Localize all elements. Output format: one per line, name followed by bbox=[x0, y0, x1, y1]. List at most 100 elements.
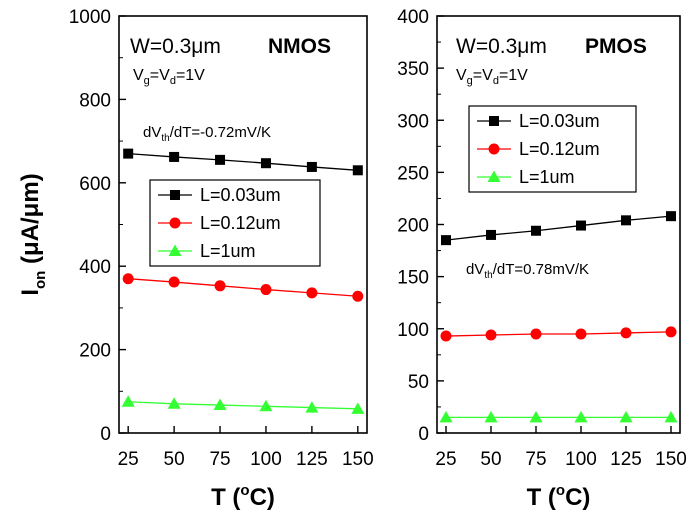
x-tick-label: 150 bbox=[655, 449, 687, 470]
x-tick-label: 125 bbox=[296, 449, 328, 470]
data-point bbox=[530, 328, 542, 340]
y-tick-label: 200 bbox=[79, 341, 111, 362]
chart-nmos: 0 200 400 600 800 1000 25 50 75 100 125 150 T (oC) Io… bbox=[17, 7, 374, 511]
data-point bbox=[621, 215, 631, 226]
series-line bbox=[445, 331, 672, 337]
x-axis-title: T (oC) bbox=[211, 482, 275, 511]
legend-label: L=0.03um bbox=[519, 111, 600, 131]
data-point bbox=[439, 410, 453, 423]
x-tick-label: 25 bbox=[118, 449, 139, 470]
x-axis-title-unit: C) bbox=[565, 484, 590, 511]
slope-text: /dT=0.78mV/K bbox=[493, 261, 589, 278]
legend-label: L=1um bbox=[200, 241, 256, 261]
legend-marker bbox=[168, 244, 182, 256]
slope-text: dV bbox=[466, 261, 484, 278]
device-label: NMOS bbox=[268, 35, 331, 58]
y-tick-label: 600 bbox=[79, 174, 111, 195]
bias-annotation: Vg=Vd=1V bbox=[133, 67, 205, 87]
y-tick-label: 1000 bbox=[69, 7, 111, 28]
legend-marker bbox=[170, 190, 180, 200]
x-tick-label: 50 bbox=[164, 449, 185, 470]
chart-pmos: 0 50 100 150 200 250 300 350 400 25 50 75 100 125 150 T… bbox=[397, 7, 687, 511]
slope-text: /dT=-0.72mV/K bbox=[170, 124, 271, 141]
data-point bbox=[123, 148, 134, 159]
y-tick-label: 100 bbox=[397, 320, 429, 341]
bias-subscript: d bbox=[170, 75, 176, 87]
legend-marker bbox=[169, 217, 181, 229]
data-point bbox=[484, 410, 498, 423]
series-line bbox=[445, 215, 672, 241]
data-point bbox=[305, 401, 319, 413]
series-l-0-12um bbox=[122, 273, 364, 302]
series-l-0-03um bbox=[123, 148, 363, 176]
data-point bbox=[259, 399, 273, 412]
data-point bbox=[575, 328, 587, 340]
legend-label: L=0.03um bbox=[200, 185, 281, 205]
data-point bbox=[576, 220, 586, 231]
data-point bbox=[665, 326, 677, 338]
y-tick-label: 0 bbox=[100, 424, 111, 445]
x-tick-label: 150 bbox=[342, 449, 374, 470]
y-tick-label: 250 bbox=[397, 163, 429, 184]
legend: L=0.03um L=0.12um L=1um bbox=[468, 105, 637, 193]
series-line bbox=[128, 401, 358, 410]
data-point bbox=[441, 235, 451, 246]
data-point bbox=[213, 398, 227, 411]
data-point bbox=[351, 402, 365, 414]
series-l-0-03um bbox=[441, 211, 676, 246]
series-line bbox=[128, 278, 358, 297]
data-point bbox=[122, 273, 134, 285]
slope-text: dV bbox=[143, 124, 161, 141]
data-point bbox=[352, 290, 364, 302]
x-axis-title-unit: C) bbox=[250, 484, 275, 511]
legend-marker bbox=[487, 170, 501, 182]
legend: L=0.03um L=0.12um L=1um bbox=[149, 179, 321, 267]
y-axis-title-unit: (μA/μm) bbox=[17, 173, 44, 270]
data-point bbox=[121, 395, 135, 407]
x-tick-label: 100 bbox=[250, 449, 282, 470]
bias-subscript: g bbox=[467, 75, 473, 87]
x-axis-title-degree: o bbox=[556, 482, 565, 499]
x-tick-label: 125 bbox=[610, 449, 642, 470]
data-point bbox=[214, 280, 226, 292]
y-tick-label: 150 bbox=[397, 268, 429, 289]
legend-marker bbox=[489, 116, 499, 126]
bias-text: V bbox=[456, 67, 467, 84]
data-point bbox=[215, 154, 226, 165]
y-axis-title-subscript: on bbox=[32, 271, 49, 289]
data-point bbox=[485, 329, 497, 341]
bias-text: =V bbox=[473, 67, 493, 84]
width-annotation: W=0.3μm bbox=[456, 35, 547, 58]
bias-text: V bbox=[133, 67, 144, 84]
data-point bbox=[306, 161, 317, 172]
x-axis-title-text: T ( bbox=[211, 484, 240, 511]
legend-label: L=1um bbox=[519, 167, 575, 187]
y-tick-label: 350 bbox=[397, 59, 429, 80]
series-line bbox=[128, 152, 358, 171]
legend-marker bbox=[488, 143, 500, 155]
slope-subscript: th bbox=[484, 270, 492, 281]
data-point bbox=[666, 211, 676, 222]
x-axis-title-degree: o bbox=[240, 482, 249, 499]
x-tick-label: 75 bbox=[209, 449, 230, 470]
data-point bbox=[574, 410, 588, 423]
slope-annotation: dVth/dT=-0.72mV/K bbox=[143, 124, 271, 144]
bias-subscript: d bbox=[493, 75, 499, 87]
y-tick-label: 400 bbox=[397, 7, 429, 28]
data-point bbox=[260, 158, 271, 169]
data-point bbox=[168, 276, 180, 288]
slope-subscript: th bbox=[161, 133, 169, 144]
bias-text: =V bbox=[150, 67, 170, 84]
y-axis-title-text: I bbox=[17, 289, 44, 296]
data-point bbox=[531, 225, 541, 236]
bias-text: =1V bbox=[499, 67, 528, 84]
y-tick-label: 0 bbox=[418, 424, 429, 445]
legend-label: L=0.12um bbox=[519, 139, 600, 159]
series-l-1um bbox=[121, 395, 365, 414]
y-tick-label: 800 bbox=[79, 90, 111, 111]
data-point bbox=[169, 151, 180, 162]
bias-annotation: Vg=Vd=1V bbox=[456, 67, 528, 87]
x-axis-title: T (oC) bbox=[527, 482, 591, 511]
y-tick-label: 400 bbox=[79, 257, 111, 278]
